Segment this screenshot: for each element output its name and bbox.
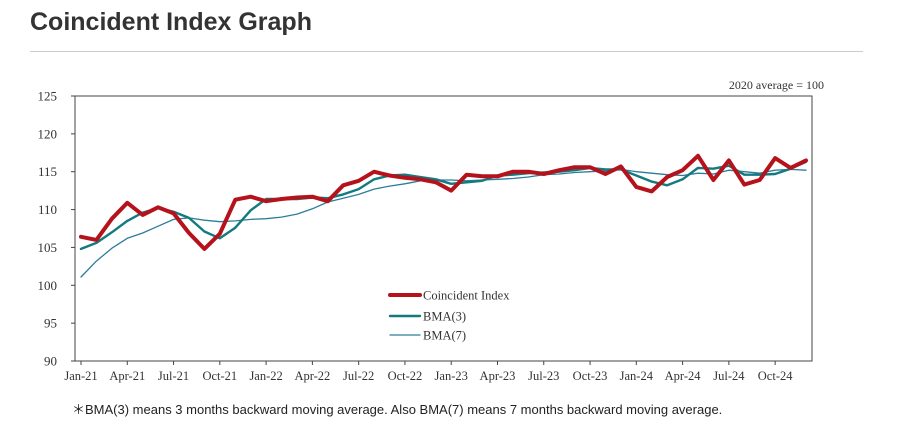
x-tick-label: Oct-23 bbox=[573, 369, 608, 383]
footnote: ＊BMA(3) means 3 months backward moving a… bbox=[72, 402, 723, 417]
y-tick-label: 110 bbox=[38, 202, 57, 217]
x-tick-label: Oct-21 bbox=[202, 369, 237, 383]
x-tick-label: Oct-24 bbox=[758, 369, 793, 383]
x-tick-label: Jul-23 bbox=[528, 369, 559, 383]
x-tick-label: Jul-24 bbox=[713, 369, 745, 383]
legend: Coincident Index BMA(3) BMA(7) bbox=[388, 289, 510, 343]
x-tick-label: Jul-22 bbox=[343, 369, 374, 383]
x-tick-label: Apr-21 bbox=[109, 369, 145, 383]
base-note: 2020 average = 100 bbox=[729, 78, 824, 92]
y-tick-label: 100 bbox=[38, 278, 58, 293]
x-axis: Jan-21 Apr-21 Jul-21 Oct-21 Jan-22 Apr-22 Jul-… bbox=[64, 361, 793, 383]
y-axis: 90 95 100 105 110 115 120 125 bbox=[38, 89, 75, 369]
page-title: Coincident Index Graph bbox=[30, 8, 312, 36]
y-tick-label: 115 bbox=[38, 164, 57, 179]
y-tick-label: 95 bbox=[44, 316, 57, 331]
series-line-coincident-index bbox=[79, 153, 808, 251]
plot-area-frame bbox=[74, 95, 813, 362]
legend-label-bma-7: BMA(7) bbox=[423, 329, 466, 343]
x-tick-label: Oct-22 bbox=[388, 369, 423, 383]
legend-label-coincident-index: Coincident Index bbox=[423, 289, 510, 303]
x-tick-label: Jan-22 bbox=[249, 369, 282, 383]
x-tick-label: Jan-24 bbox=[620, 369, 654, 383]
y-tick-label: 90 bbox=[44, 354, 57, 369]
series-line-bma-7 bbox=[80, 168, 807, 278]
x-tick-label: Apr-22 bbox=[294, 369, 330, 383]
x-tick-label: Jan-23 bbox=[435, 369, 468, 383]
y-tick-label: 105 bbox=[38, 240, 58, 255]
y-tick-label: 125 bbox=[38, 89, 58, 104]
x-tick-label: Jul-21 bbox=[158, 369, 189, 383]
legend-label-bma-3: BMA(3) bbox=[423, 310, 466, 324]
x-tick-label: Apr-24 bbox=[665, 369, 702, 383]
coincident-index-chart: 90 95 100 105 110 115 120 125 Jan-21 Apr-21 Jul-2… bbox=[38, 78, 825, 383]
series-lines bbox=[79, 153, 808, 278]
series-line-bma-3 bbox=[79, 160, 808, 251]
y-tick-label: 120 bbox=[38, 126, 58, 141]
x-tick-label: Apr-23 bbox=[480, 369, 516, 383]
title-divider bbox=[30, 51, 863, 52]
x-tick-label: Jan-21 bbox=[64, 369, 97, 383]
